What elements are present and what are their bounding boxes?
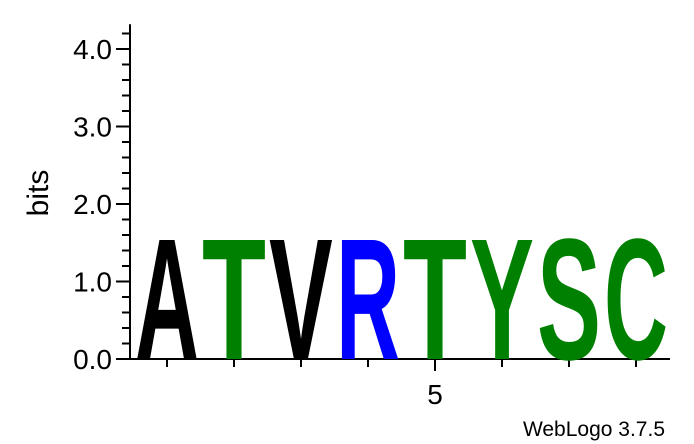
logo-letter-c-pos8: C bbox=[604, 204, 668, 397]
logo-letter-a-pos1: A bbox=[135, 204, 199, 397]
y-tick-label: 4.0 bbox=[73, 34, 112, 65]
logo-letter-r-pos4: R bbox=[336, 204, 400, 397]
logo-letter-s-pos7: S bbox=[537, 202, 601, 396]
y-tick-label: 0.0 bbox=[73, 344, 112, 375]
y-axis: 0.0 1.0 2.0 3.0 4.0 bbox=[73, 24, 131, 375]
y-tick-label: 3.0 bbox=[73, 112, 112, 143]
weblogo-credit: WebLogo 3.7.5 bbox=[523, 418, 665, 441]
logo-letter-t-pos5: T bbox=[403, 204, 467, 396]
y-tick-label: 1.0 bbox=[73, 267, 112, 298]
logo-letter-y-pos6: Y bbox=[470, 202, 534, 396]
logo-letter-t-pos2: T bbox=[202, 204, 266, 396]
y-tick-label: 2.0 bbox=[73, 189, 112, 220]
logo-letter-v-pos3: V bbox=[269, 203, 333, 396]
x-tick-label: 5 bbox=[427, 379, 443, 410]
x-axis: 5 bbox=[129, 358, 670, 410]
y-axis-label: bits bbox=[22, 170, 55, 217]
